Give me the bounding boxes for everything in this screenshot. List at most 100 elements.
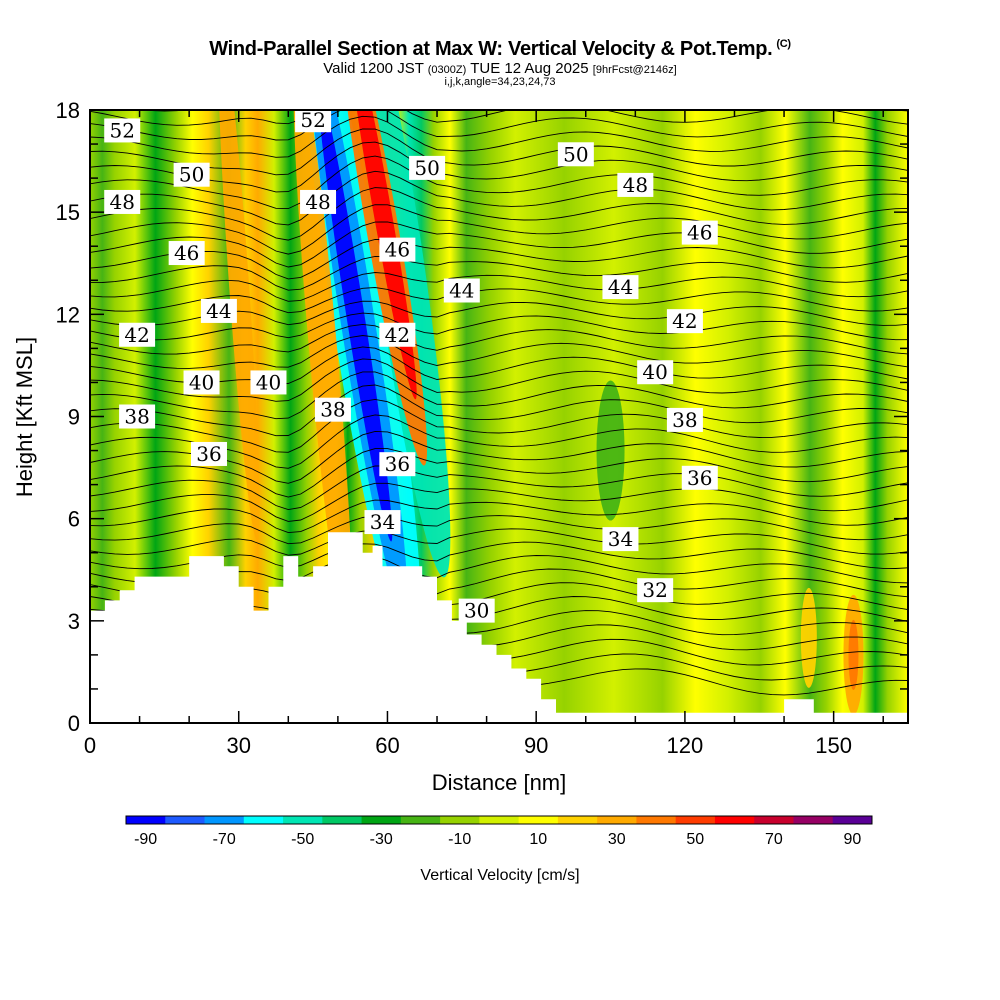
contour-label: 50 [179,163,204,187]
contour-label: 38 [672,408,697,432]
contour-label-box [173,162,210,187]
contour-label-box [379,452,416,477]
contour-label: 50 [414,156,439,180]
contour-label-box [557,142,594,167]
contour-label: 36 [385,452,410,476]
colorbar-swatch [204,816,245,824]
isentrope [90,541,908,570]
isentrope [90,358,908,402]
updraft-core [348,110,417,400]
contour-label: 36 [687,466,712,490]
contour-label: 38 [124,405,149,429]
contour-label-box [602,275,639,300]
chart-title: Wind-Parallel Section at Max W: Vertical… [0,38,1000,61]
contour-label: 34 [370,510,395,534]
colorbar-swatch [597,816,637,824]
isentrope [90,465,908,511]
isentrope [90,482,908,522]
isentrope [90,323,908,355]
contour-label: 42 [385,323,410,347]
x-tick-label: 60 [375,733,399,758]
contour-label-box [602,527,639,552]
isentrope [90,204,908,255]
isentrope [90,287,908,314]
contour-label-box [666,407,703,432]
contour-label: 46 [385,238,410,262]
x-tick-labels: 0 30 60 90 120 150 [84,733,852,758]
contour-label: 32 [642,578,667,602]
contour-label-box [300,189,337,214]
contour-label: 46 [687,221,712,245]
contour-label-box [409,155,446,180]
colorbar-tick-label: 50 [686,831,704,848]
contour-label-box [183,370,220,395]
updraft-surface-west [800,587,817,688]
colorbar [125,815,873,825]
contour-label: 44 [449,278,474,302]
contour-label-box [666,309,703,334]
contour-label-box [681,220,718,245]
isentrope [90,187,908,241]
colorbar-swatch [518,816,559,824]
isentrope [90,170,908,226]
y-tick-label: 18 [56,98,80,123]
isentrope [90,384,908,437]
colorbar-swatch [361,816,402,824]
isentrope [90,499,908,534]
contour-label: 30 [464,599,489,623]
colorbar-label: Vertical Velocity [cm/s] [420,867,579,884]
isentrope [90,110,908,126]
isentrope [142,110,908,112]
valid-prefix: Valid 1200 JST [323,60,424,77]
colorbar-tick-label: 70 [765,831,783,848]
x-tick-label: 120 [667,733,704,758]
contour-label: 40 [256,370,281,394]
contour-label: 44 [206,299,231,323]
valid-date: TUE 12 Aug 2025 [470,60,589,77]
colorbar-swatch [283,816,323,824]
copyright-mark: (C) [776,38,791,51]
colorbar-swatch [793,816,834,824]
y-tick-label: 9 [68,405,80,430]
colorbar-tick-labels: -90 -70 -50 -30 -10 10 30 50 70 90 [134,831,861,848]
colorbar-tick-label: -10 [448,831,471,848]
contour-label-box [379,322,416,347]
y-tick-label: 15 [56,200,80,225]
terrain [90,532,908,723]
contour-label: 48 [109,190,134,214]
contour-label-box [443,278,480,303]
forecast-info: [9hrFcst@2146z] [592,64,677,76]
contour-label-box [617,172,654,197]
contour-label: 46 [174,241,199,265]
colorbar-swatch [165,816,206,824]
contour-label-box [314,397,351,422]
updraft-surface-core [848,619,859,690]
contour-label-box [119,404,156,429]
contour-labels: 52 52 50 50 50 48 48 48 46 46 46 44 44 44 42 42 42 40 40 40… [104,110,718,623]
colorbar-swatch [440,816,480,824]
isentrope [90,141,908,193]
colorbar-swatch [322,816,363,824]
contour-label-box [119,322,156,347]
y-tick-labels: 0 3 6 9 12 15 18 [56,98,80,736]
colorbar-swatch [126,816,166,824]
isentrope [90,155,908,210]
y-tick-label: 12 [56,302,80,327]
chart-indices: i,j,k,angle=34,23,24,73 [444,76,556,88]
updraft-band-1 [218,110,260,540]
colorbar-swatch [636,816,677,824]
isentrope [90,255,908,291]
contour-label-box [681,465,718,490]
x-tick-label: 150 [815,733,852,758]
contour-label-box [104,118,141,143]
chart-subtitle: Valid 1200 JST (0300Z) TUE 12 Aug 2025 [… [0,60,1000,77]
contour-label: 50 [563,142,588,166]
colorbar-tick-label: -30 [370,831,393,848]
colorbar-tick-label: -90 [134,831,157,848]
contour-label-box [190,441,227,466]
contour-label: 42 [124,323,149,347]
contour-label: 48 [623,173,648,197]
contour-label: 38 [320,398,345,422]
colorbar-swatch [832,816,873,824]
